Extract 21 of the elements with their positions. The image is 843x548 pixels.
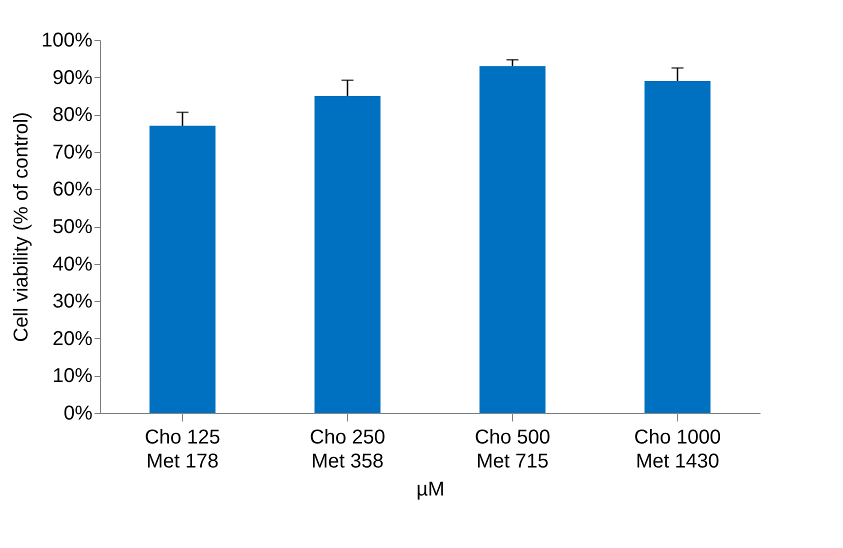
y-tick-label: 10% [52, 365, 93, 388]
y-tick-label: 50% [52, 216, 93, 238]
x-tick-label: Cho 1000 Met 1430 [634, 426, 721, 472]
x-axis-title: µM [416, 478, 445, 500]
y-tick-label: 30% [52, 290, 93, 313]
y-axis-title: Cell viability (% of control) [10, 112, 32, 342]
y-tick-label: 40% [52, 253, 93, 276]
x-tick-label: Cho 125 Met 178 [144, 426, 220, 472]
bar [150, 126, 216, 413]
y-tick-label: 100% [41, 30, 93, 52]
y-tick-label: 70% [52, 141, 93, 164]
y-tick-label: 60% [52, 178, 93, 201]
bar [480, 66, 546, 413]
y-tick-label: 80% [52, 104, 93, 126]
x-tick-label: Cho 250 Met 358 [310, 426, 386, 472]
y-tick-label: 90% [52, 66, 93, 89]
bar [314, 96, 380, 413]
y-tick-label: 20% [52, 328, 93, 350]
bar [644, 81, 710, 413]
y-tick-label: 0% [64, 402, 93, 424]
x-tick-label: Cho 500 Met 715 [474, 426, 550, 472]
